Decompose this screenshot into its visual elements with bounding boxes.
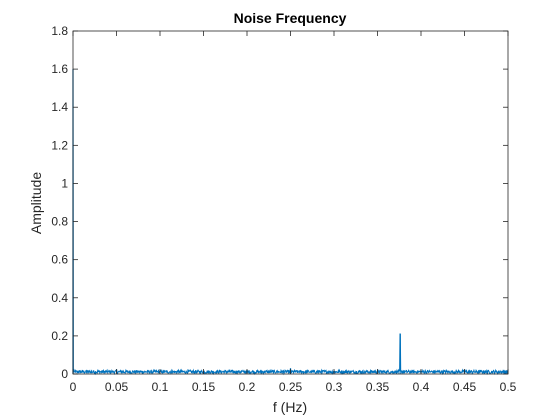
y-tick-label: 0.6 xyxy=(51,253,68,267)
x-tick-label: 0.35 xyxy=(366,380,390,394)
y-tick-label: 0 xyxy=(61,367,68,381)
x-tick-label: 0.2 xyxy=(239,380,256,394)
y-tick-label: 1.4 xyxy=(51,100,68,114)
y-tick-label: 0.2 xyxy=(51,329,68,343)
y-tick-label: 1 xyxy=(61,176,68,190)
x-tick-label: 0.05 xyxy=(105,380,129,394)
chart-title: Noise Frequency xyxy=(234,10,347,26)
y-tick-label: 1.2 xyxy=(51,138,68,152)
x-axis-label: f (Hz) xyxy=(273,399,307,415)
x-tick-label: 0.3 xyxy=(326,380,343,394)
y-tick-label: 0.8 xyxy=(51,215,68,229)
y-tick-label: 0.4 xyxy=(51,291,68,305)
x-tick-label: 0.15 xyxy=(192,380,216,394)
x-tick-label: 0.45 xyxy=(453,380,477,394)
x-tick-label: 0.5 xyxy=(500,380,517,394)
y-axis-label: Amplitude xyxy=(28,172,44,234)
y-tick-label: 1.6 xyxy=(51,62,68,76)
plot-area xyxy=(73,31,508,374)
x-tick-label: 0.4 xyxy=(413,380,430,394)
x-tick-label: 0.25 xyxy=(279,380,303,394)
x-tick-label: 0.1 xyxy=(152,380,169,394)
x-tick-label: 0 xyxy=(70,380,77,394)
y-tick-label: 1.8 xyxy=(51,24,68,38)
